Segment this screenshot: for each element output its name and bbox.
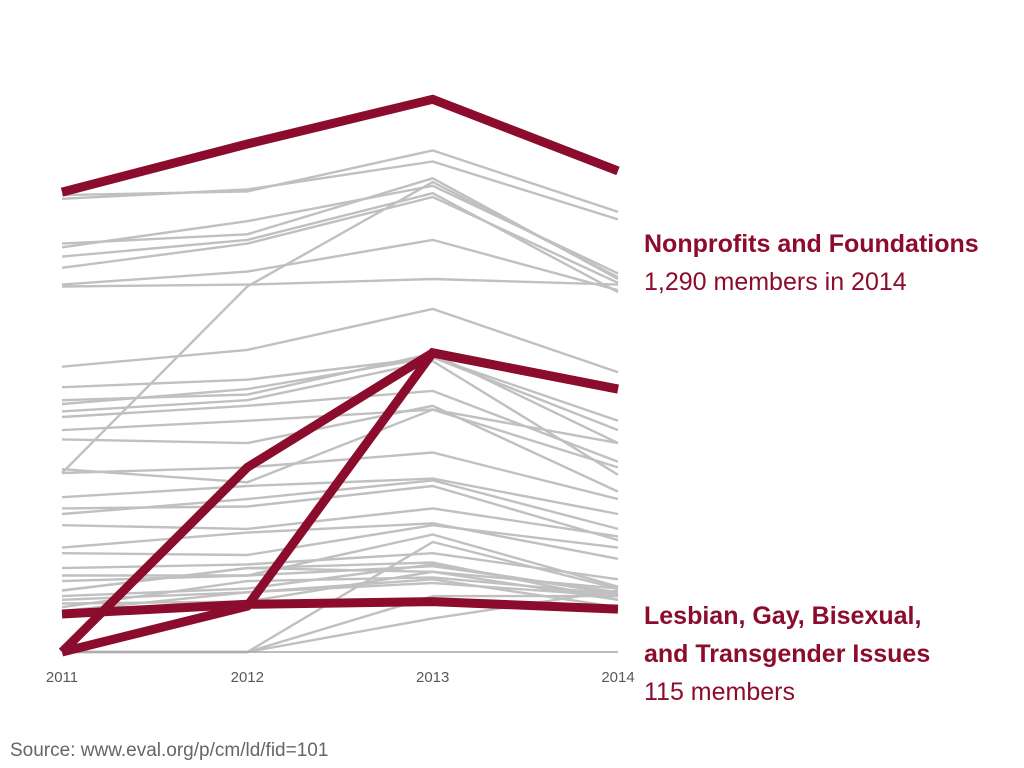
background-series-line-34 bbox=[61, 578, 619, 613]
annotation-lgbt-title-line1: Lesbian, Gay, Bisexual, bbox=[644, 602, 922, 630]
background-series-line-2 bbox=[61, 160, 619, 221]
x-tick-label-2011: 2011 bbox=[46, 669, 78, 686]
background-series-line-4 bbox=[61, 191, 619, 294]
x-tick-label-2013: 2013 bbox=[416, 669, 449, 686]
background-series-line-17 bbox=[61, 408, 619, 484]
background-series-line-38 bbox=[61, 180, 619, 474]
background-series-line-20 bbox=[61, 484, 619, 542]
background-series-line-3 bbox=[61, 184, 619, 275]
highlighted-series-group bbox=[58, 94, 620, 657]
annotation-nonprofits-title: Nonprofits and Foundations bbox=[644, 230, 979, 258]
background-series-line-18 bbox=[61, 451, 619, 501]
background-series-line-10 bbox=[61, 356, 619, 422]
background-series-line-7 bbox=[61, 238, 619, 292]
x-tick-label-2014: 2014 bbox=[601, 669, 634, 686]
background-series-line-5 bbox=[61, 195, 619, 284]
background-series-line-23 bbox=[61, 522, 619, 560]
background-series-line-13 bbox=[61, 359, 619, 476]
background-series-line-32 bbox=[61, 561, 619, 601]
background-series-line-9 bbox=[61, 307, 619, 374]
background-series-line-16 bbox=[61, 404, 619, 493]
annotation-lgbt: Lesbian, Gay, Bisexual, and Transgender … bbox=[644, 597, 930, 711]
highlighted-series-line-2 bbox=[61, 597, 619, 619]
annotation-nonprofits: Nonprofits and Foundations 1,290 members… bbox=[644, 225, 979, 301]
background-series-line-12 bbox=[61, 356, 619, 432]
background-series-line-29 bbox=[61, 563, 619, 598]
highlighted-series-line-1 bbox=[60, 94, 620, 197]
highlighted-series-line-4 bbox=[58, 348, 619, 656]
background-series-line-8 bbox=[61, 277, 619, 288]
background-series-line-22 bbox=[61, 507, 619, 538]
background-series-group bbox=[61, 149, 619, 654]
background-series-line-21 bbox=[61, 479, 619, 531]
annotation-lgbt-title-line2: and Transgender Issues bbox=[644, 640, 931, 668]
annotation-nonprofits-subtitle: 1,290 members in 2014 bbox=[644, 268, 907, 296]
background-series-line-27 bbox=[62, 533, 619, 588]
x-tick-label-2012: 2012 bbox=[231, 669, 264, 686]
x-axis-ticks: 2011 2012 2013 2014 bbox=[46, 669, 635, 686]
source-note: Source: www.eval.org/p/cm/ld/fid=101 bbox=[10, 740, 329, 761]
annotation-lgbt-subtitle: 115 members bbox=[644, 678, 795, 706]
